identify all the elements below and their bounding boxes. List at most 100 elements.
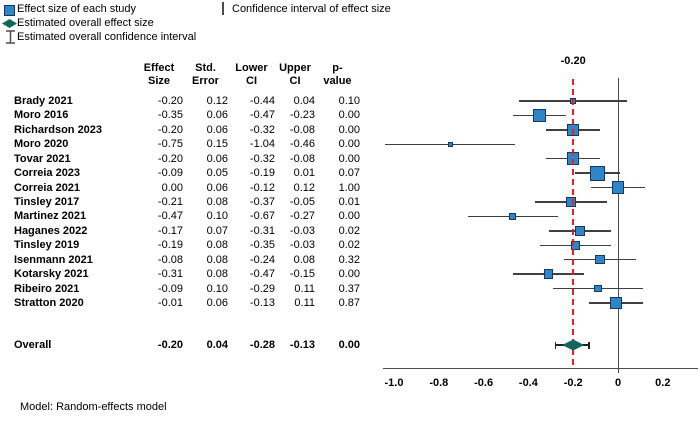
cell-std-error: 0.10 xyxy=(206,210,228,223)
table-row: Brady 2021 -0.20 0.12 -0.44 0.04 0.10 xyxy=(14,94,360,108)
cell-effect-size: -0.20 xyxy=(157,152,183,165)
cell-std-error: 0.08 xyxy=(206,268,228,281)
cell-lower-ci: -0.32 xyxy=(249,152,275,165)
cell-study-name: Moro 2020 xyxy=(14,138,69,151)
cell-effect-size: 0.00 xyxy=(161,181,183,194)
cell-lower-ci: -0.12 xyxy=(249,181,275,194)
table-row: Tinsley 2017 -0.21 0.08 -0.37 -0.05 0.01 xyxy=(14,195,360,209)
table-row: Moro 2020 -0.75 0.15 -1.04 -0.46 0.00 xyxy=(14,137,360,151)
column-header: Std. Error xyxy=(183,62,228,87)
table-row: Kotarsky 2021 -0.31 0.08 -0.47 -0.15 0.00 xyxy=(14,267,360,281)
cell-study-name: Tinsley 2019 xyxy=(14,239,80,252)
table-row: Haganes 2022 -0.17 0.07 -0.31 -0.03 0.02 xyxy=(14,224,360,238)
table-row: Tovar 2021 -0.20 0.06 -0.32 -0.08 0.00 xyxy=(14,152,360,166)
cell-p-value: 0.00 xyxy=(338,152,360,165)
zero-line xyxy=(617,78,619,373)
cell-study-name: Richardson 2023 xyxy=(14,123,103,136)
cell-upper-ci: -0.23 xyxy=(289,109,315,122)
x-tick-label: 0.2 xyxy=(655,377,671,389)
cell-effect-size: -0.19 xyxy=(157,239,183,252)
overall-ci-cap xyxy=(554,341,557,349)
cell-upper-ci: -0.03 xyxy=(289,224,315,237)
cell-p-value: 0.07 xyxy=(338,167,360,180)
cell-upper-ci: -0.05 xyxy=(289,195,315,208)
overall-diamond xyxy=(562,339,585,351)
effect-square xyxy=(611,181,625,194)
column-header-line: CI xyxy=(246,74,257,87)
cell-std-error: 0.06 xyxy=(206,123,228,136)
cell-upper-ci: -0.13 xyxy=(289,338,315,351)
cell-p-value: 0.00 xyxy=(338,338,360,351)
cell-effect-size: -0.20 xyxy=(157,94,183,107)
table-row: Martinez 2021 -0.47 0.10 -0.67 -0.27 0.00 xyxy=(14,209,360,223)
column-header: Lower CI xyxy=(228,62,275,87)
cell-std-error: 0.04 xyxy=(206,338,228,351)
column-header-line: value xyxy=(323,74,352,87)
x-tick-label: -0.8 xyxy=(429,377,449,389)
overall-ci-cap xyxy=(588,341,590,349)
column-header: p-value xyxy=(315,62,360,87)
cell-upper-ci: -0.27 xyxy=(289,210,315,223)
cell-p-value: 0.00 xyxy=(338,210,360,223)
cell-upper-ci: 0.04 xyxy=(293,94,315,107)
cell-p-value: 0.00 xyxy=(338,109,360,122)
column-header-line: Size xyxy=(147,74,170,87)
cell-upper-ci: 0.08 xyxy=(293,253,315,266)
effect-square xyxy=(609,296,622,310)
column-header-line: CI xyxy=(289,74,301,87)
effect-square xyxy=(533,109,546,122)
x-tick-label: -1.0 xyxy=(384,377,404,389)
cell-effect-size: -0.20 xyxy=(157,123,183,136)
column-header-line: p- xyxy=(332,62,343,74)
cell-upper-ci: -0.08 xyxy=(289,123,315,136)
x-tick-label: -0.6 xyxy=(474,377,494,389)
table-row: Richardson 2023 -0.20 0.06 -0.32 -0.08 0.00 xyxy=(14,123,360,137)
cell-p-value: 0.00 xyxy=(338,138,360,151)
cell-lower-ci: -0.19 xyxy=(249,167,275,180)
column-header-line: Effect xyxy=(143,62,175,74)
effect-square xyxy=(543,269,554,279)
cell-lower-ci: -0.31 xyxy=(249,224,275,237)
cell-lower-ci: -0.13 xyxy=(249,297,275,309)
reference-value-label: -0.20 xyxy=(560,55,586,67)
cell-p-value: 0.87 xyxy=(338,297,360,309)
cell-upper-ci: -0.08 xyxy=(289,152,315,165)
legend-item-label: Estimated overall confidence interval xyxy=(17,31,197,43)
cell-std-error: 0.08 xyxy=(206,195,228,208)
cell-upper-ci: -0.15 xyxy=(289,268,315,281)
cell-study-name: Moro 2016 xyxy=(14,109,69,122)
cell-p-value: 0.01 xyxy=(338,195,360,208)
column-header-line: Std. xyxy=(195,62,216,74)
effect-square xyxy=(447,141,453,147)
legend-item-label: Confidence interval of effect size xyxy=(232,3,391,15)
x-tick-label: -0.2 xyxy=(563,377,583,389)
cell-effect-size: -0.09 xyxy=(157,167,183,180)
table-row: Ribeiro 2021 -0.09 0.10 -0.29 0.11 0.37 xyxy=(14,281,360,295)
cell-effect-size: -0.21 xyxy=(157,195,183,208)
cell-p-value: 0.37 xyxy=(338,282,360,295)
column-header: Upper CI xyxy=(275,62,315,87)
effect-square xyxy=(508,212,517,221)
cell-p-value: 0.02 xyxy=(338,224,360,237)
column-header: Effect Size xyxy=(135,62,183,87)
cell-study-name: Brady 2021 xyxy=(14,94,73,107)
table-row: Isenmann 2021 -0.08 0.08 -0.24 0.08 0.32 xyxy=(14,253,360,267)
cell-study-name: Martinez 2021 xyxy=(14,210,87,223)
cell-study-name: Kotarsky 2021 xyxy=(14,268,89,281)
cell-std-error: 0.08 xyxy=(206,253,228,266)
cell-study-name: Stratton 2020 xyxy=(14,297,84,309)
cell-std-error: 0.12 xyxy=(206,94,228,107)
model-note: Model: Random-effects model xyxy=(20,401,167,413)
overall-ci-icon xyxy=(6,30,15,44)
cell-p-value: 0.00 xyxy=(338,123,360,136)
cell-effect-size: -0.47 xyxy=(157,210,183,223)
legend-item-label: Effect size of each study xyxy=(17,3,137,15)
cell-upper-ci: 0.12 xyxy=(293,181,315,194)
cell-effect-size: -0.20 xyxy=(157,338,183,351)
cell-lower-ci: -0.28 xyxy=(249,338,275,351)
table-row: Tinsley 2019 -0.19 0.08 -0.35 -0.03 0.02 xyxy=(14,238,360,252)
column-header-line: Lower xyxy=(235,62,268,74)
cell-study-name: Correia 2023 xyxy=(14,167,81,180)
cell-study-name: Isenmann 2021 xyxy=(14,253,93,266)
